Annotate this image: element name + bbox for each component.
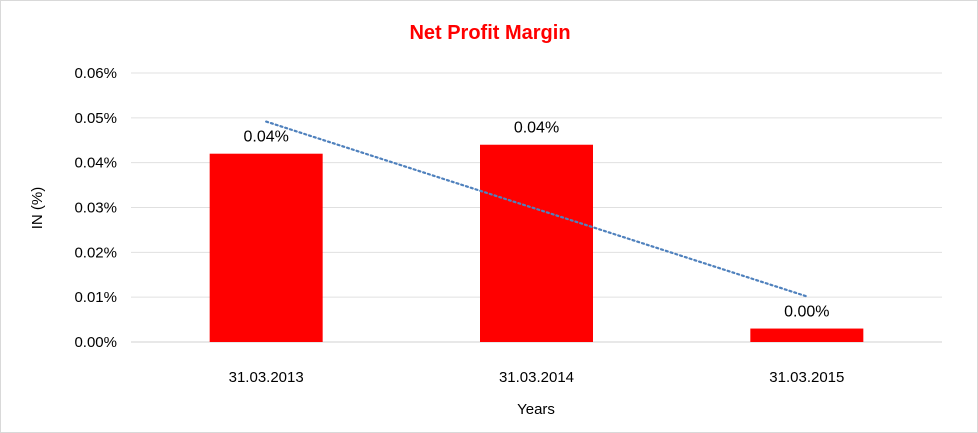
bars bbox=[209, 144, 864, 342]
y-tick-label: 0.05% bbox=[74, 110, 117, 127]
chart-title: Net Profit Margin bbox=[409, 22, 570, 44]
y-tick-label: 0.03% bbox=[74, 200, 117, 217]
trendline bbox=[265, 120, 808, 298]
y-axis-ticks: 0.00% 0.01% 0.02% 0.03% 0.04% 0.05% 0.06% bbox=[74, 65, 117, 351]
data-label: 0.04% bbox=[243, 129, 288, 146]
bar bbox=[480, 144, 593, 342]
x-tick-label: 31.03.2014 bbox=[499, 369, 574, 386]
x-axis-ticks: 31.03.2013 31.03.2014 31.03.2015 bbox=[229, 369, 845, 386]
x-axis-title: Years bbox=[517, 401, 555, 418]
data-label: 0.00% bbox=[784, 304, 829, 321]
bar bbox=[209, 153, 323, 342]
y-tick-label: 0.01% bbox=[74, 289, 117, 306]
y-tick-label: 0.02% bbox=[74, 244, 117, 261]
data-label: 0.04% bbox=[514, 120, 559, 137]
x-tick-label: 31.03.2015 bbox=[769, 369, 844, 386]
y-tick-label: 0.04% bbox=[74, 155, 117, 172]
bar bbox=[750, 328, 864, 342]
trendline-path bbox=[265, 120, 808, 298]
y-tick-label: 0.06% bbox=[74, 65, 117, 82]
y-axis-title: IN (%) bbox=[29, 187, 46, 230]
y-tick-label: 0.00% bbox=[74, 334, 117, 351]
x-tick-label: 31.03.2013 bbox=[229, 369, 304, 386]
data-labels: 0.04% 0.04% 0.00% bbox=[243, 120, 829, 321]
